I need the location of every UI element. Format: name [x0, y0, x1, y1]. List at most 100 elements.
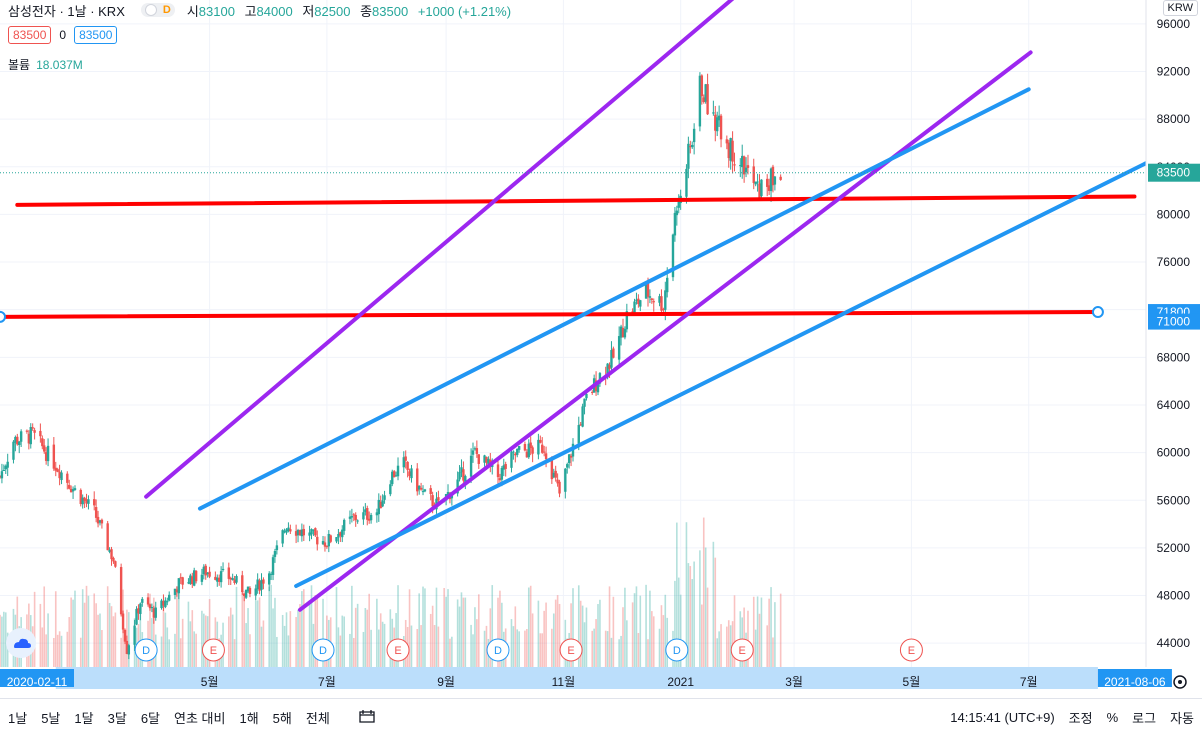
price-axis[interactable]: 4400048000520005600060000640006800072000…: [1145, 0, 1202, 667]
candle-body: [554, 470, 557, 478]
volume-bar: [543, 610, 545, 667]
candle-body: [216, 577, 219, 582]
candle-body: [246, 586, 250, 592]
range-button-4[interactable]: 6달: [140, 710, 161, 726]
candle-body: [31, 427, 34, 429]
volume-bar: [193, 631, 196, 667]
volume-bar: [599, 599, 601, 667]
candle-body: [46, 445, 50, 462]
blue-trend-line-4[interactable]: [197, 87, 1031, 511]
volume-bar: [189, 621, 192, 667]
volume-bar: [464, 597, 467, 667]
candle-body: [756, 181, 759, 183]
blue-trend-line-5[interactable]: [294, 161, 1148, 589]
currency-button[interactable]: KRW: [1162, 0, 1198, 16]
event-marker-e[interactable]: E: [899, 638, 923, 662]
purple-trend-line-2[interactable]: [144, 0, 815, 499]
candle-body: [591, 391, 594, 393]
candle-body: [379, 501, 382, 509]
volume-bar: [483, 630, 486, 667]
volume-bar: [460, 592, 463, 667]
event-marker-d[interactable]: D: [134, 638, 158, 662]
range-button-3[interactable]: 3달: [107, 710, 127, 726]
range-button-6[interactable]: 1해: [239, 710, 259, 726]
volume-bar: [128, 612, 130, 667]
volume-bar: [456, 599, 459, 667]
event-marker-e[interactable]: E: [559, 638, 583, 662]
line-handle[interactable]: [1091, 306, 1104, 319]
volume-bar: [572, 588, 574, 667]
event-marker-e[interactable]: E: [201, 638, 225, 662]
symbol-title[interactable]: 삼성전자 · 1날 · KRX: [8, 3, 125, 19]
volume-bar: [56, 634, 59, 667]
range-button-7[interactable]: 5해: [272, 710, 292, 726]
log-button[interactable]: 로그: [1132, 710, 1157, 726]
tradingview-logo[interactable]: [6, 628, 36, 658]
volume-bar: [247, 608, 249, 667]
volume-bar: [577, 585, 580, 667]
range-button-1[interactable]: 5날: [41, 710, 61, 726]
candle-body: [542, 451, 546, 453]
candle-body: [369, 514, 373, 521]
red-trend-line-1[interactable]: [0, 310, 1100, 319]
line-handle[interactable]: [0, 310, 6, 323]
cloud-icon: [14, 638, 31, 648]
price-chart[interactable]: D E D E D E D E E 44000 48000 52000 56000 60000 64000…: [0, 0, 1202, 698]
candle-body: [364, 509, 367, 513]
event-marker-d[interactable]: D: [486, 638, 510, 662]
candle-body: [335, 537, 338, 542]
volume-bar: [45, 634, 47, 667]
percent-button[interactable]: %: [1106, 709, 1119, 725]
range-button-5[interactable]: 연초 대비: [174, 710, 226, 726]
volume-bar: [351, 585, 353, 667]
volume-bar: [376, 598, 378, 667]
red-trend-line-0[interactable]: [15, 194, 1137, 207]
volume-bar: [701, 604, 703, 667]
candle-body: [377, 499, 380, 515]
volume-bar: [518, 631, 520, 667]
dividend-toggle[interactable]: D: [140, 3, 175, 17]
candle-body: [558, 481, 561, 494]
event-label: D: [319, 645, 327, 657]
volume-bar: [274, 597, 276, 667]
candle-body: [477, 454, 480, 464]
candle-body: [687, 143, 690, 169]
candle-body: [429, 488, 432, 495]
settings-gear-icon[interactable]: [1173, 675, 1187, 689]
candle-body: [114, 561, 117, 567]
buy-price-box[interactable]: 83500: [74, 26, 118, 44]
adjust-button[interactable]: 조정: [1068, 710, 1093, 726]
candle-body: [289, 529, 292, 532]
sell-price-box[interactable]: 83500: [8, 26, 52, 44]
trend-lines[interactable]: [0, 0, 1148, 612]
candle-body: [419, 487, 423, 490]
candle-body: [392, 471, 396, 478]
range-button-2[interactable]: 1달: [74, 710, 94, 726]
candle-body: [677, 201, 680, 208]
volume-bar: [766, 625, 769, 667]
volume-bar: [752, 596, 755, 667]
range-button-0[interactable]: 1날: [8, 710, 28, 726]
clock-time[interactable]: 14:15:41 (UTC+9): [950, 709, 1055, 725]
candle-body: [54, 467, 57, 471]
auto-button[interactable]: 자동: [1170, 710, 1194, 726]
event-marker-d[interactable]: D: [311, 638, 335, 662]
candle-body: [666, 277, 669, 293]
time-axis[interactable]: 5월 7월 9월 11월 2021 3월 5월 7월 2020-02-11 2021-08-06: [0, 667, 1202, 698]
candle-body: [106, 523, 109, 551]
purple-trend-line-3[interactable]: [297, 50, 1033, 612]
event-marker-d[interactable]: D: [665, 638, 689, 662]
event-marker-e[interactable]: E: [386, 638, 410, 662]
calendar-icon[interactable]: [358, 708, 376, 727]
candle-body: [310, 529, 313, 535]
volume-bar: [97, 614, 99, 667]
candle-body: [227, 567, 231, 579]
candle-body: [577, 424, 580, 444]
range-button-8[interactable]: 전체: [305, 710, 330, 726]
candle-body: [391, 471, 394, 485]
candle-body: [608, 365, 611, 369]
event-marker-e[interactable]: E: [730, 638, 754, 662]
candle-body: [421, 491, 425, 493]
price-tick-label: 52000: [1157, 541, 1191, 555]
